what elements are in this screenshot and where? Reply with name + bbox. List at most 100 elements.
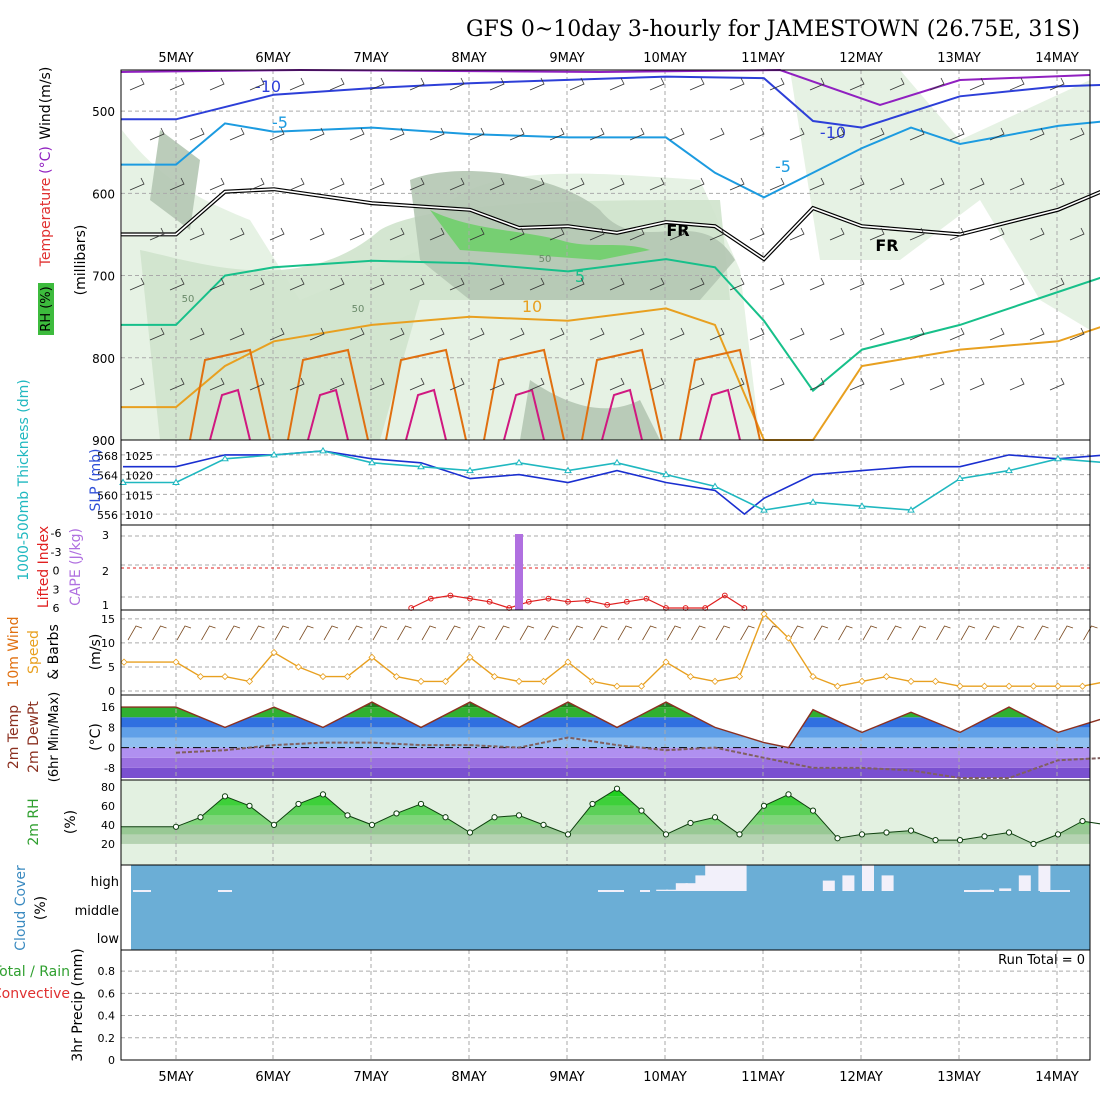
wind-barb (909, 127, 925, 141)
rh-marker (417, 800, 425, 808)
lifted-index-marker (486, 598, 493, 605)
temp-tick-label: 16 (101, 701, 115, 714)
wind-speed-marker (931, 677, 940, 685)
wind-tick-label: 10 (101, 637, 115, 650)
lifted-index-marker (643, 595, 650, 602)
surface-wind-barb (176, 625, 192, 641)
wind-speed-marker (735, 672, 744, 681)
high-cloud-bar (715, 865, 727, 891)
high-cloud-bar (842, 875, 855, 891)
wind-barb (609, 77, 625, 91)
ylabel-temperature: Temperature (38, 178, 54, 268)
isotherm-line (121, 120, 1100, 199)
high-cloud-bar (734, 865, 747, 891)
rh-marker (662, 831, 670, 838)
surface-wind-barb (960, 625, 976, 641)
wind-barb (189, 327, 205, 341)
wind-speed-marker (760, 610, 768, 618)
high-cloud-bar (666, 889, 678, 891)
wind-barb (1049, 177, 1065, 191)
wind-barb (729, 377, 745, 391)
wind-speed-marker (833, 682, 842, 690)
ylabel-millibars: (millibars) (73, 225, 89, 296)
surface-wind-barb (470, 625, 486, 641)
ylabel-wind-speed: Speed (26, 630, 42, 674)
rh-marker (809, 807, 817, 814)
date-label-bottom: 10MAY (643, 1070, 687, 1085)
rh-marker (687, 819, 694, 827)
wind-barb (409, 277, 425, 291)
date-label-bottom: 7MAY (353, 1070, 388, 1085)
wind-barb (409, 77, 425, 91)
wind-barb (169, 177, 185, 191)
rh-marker (834, 835, 841, 842)
high-cloud-bar (881, 875, 894, 891)
wind-barb (189, 127, 205, 141)
wind-barb (129, 277, 145, 291)
wind-speed-marker (539, 677, 548, 685)
ylabel-barbs: & Barbs (46, 624, 62, 680)
thickness-marker (711, 482, 719, 489)
wind-barb (969, 377, 985, 391)
wind-barb (189, 227, 205, 241)
wind-speed-marker (245, 677, 254, 685)
wind-barb (729, 77, 745, 91)
wind-speed-marker (662, 658, 670, 666)
surface-wind-barb (936, 625, 951, 641)
ylabel-convective: Convective (0, 986, 70, 1002)
wind-tick-label: 15 (101, 613, 115, 626)
wind-barb (749, 327, 765, 341)
wind-barb (429, 327, 445, 341)
temp-band (121, 702, 1090, 708)
wind-speed-marker (1078, 682, 1087, 690)
date-label-bottom: 9MAY (549, 1070, 584, 1085)
thickness-marker (809, 498, 817, 505)
wind-barb (489, 377, 505, 391)
wind-barb (509, 127, 525, 141)
rh-band (121, 796, 1090, 806)
contour-label: FR (666, 221, 689, 240)
date-label-bottom: 14MAY (1035, 1070, 1079, 1085)
date-label-top: 5MAY (158, 51, 193, 66)
high-cloud-bar (822, 880, 835, 891)
wind-barb (1009, 377, 1025, 391)
thickness-tick-label: 560 (97, 489, 118, 502)
rh-marker (466, 829, 474, 836)
wind-speed-marker (172, 658, 180, 666)
isotherm-line (189, 348, 271, 441)
date-label-bottom: 8MAY (451, 1070, 486, 1085)
ylabel-cloud: Cloud Cover (13, 865, 29, 951)
surface-wind-barb (593, 625, 608, 641)
wind-barb (469, 127, 485, 141)
rh-tick-label: 20 (101, 838, 115, 851)
wind-barb (569, 177, 585, 191)
high-cloud-bar (1040, 890, 1070, 892)
surface-wind-barb (740, 625, 755, 641)
high-cloud-bar (705, 865, 718, 891)
wind-barb (249, 77, 265, 91)
wind-speed-marker (417, 677, 425, 685)
wind-barb (289, 177, 305, 191)
contour-label: FR (875, 236, 898, 255)
rh-band (121, 824, 1090, 835)
wind-barb (449, 177, 465, 191)
surface-wind-barb (1009, 625, 1025, 641)
rh-marker (246, 802, 253, 809)
high-cloud-bar (598, 890, 624, 892)
wind-barb (669, 327, 685, 341)
wind-speed-marker (294, 663, 303, 671)
precip-tick-label: 0 (108, 1054, 115, 1067)
wind-speed-marker (980, 682, 989, 690)
wind-barb (669, 127, 685, 141)
wind-barb (1049, 277, 1065, 291)
surface-wind-barb (225, 625, 241, 641)
wind-barb (849, 377, 865, 391)
cape-tick-label: 3 (102, 529, 109, 542)
rh-marker (981, 833, 988, 840)
freezing-level-line-inner (121, 188, 1100, 261)
high-cloud-bar (1038, 865, 1051, 891)
thickness-marker (172, 478, 180, 485)
high-cloud-bar (685, 883, 698, 891)
li-tick-label: -3 (51, 546, 62, 559)
